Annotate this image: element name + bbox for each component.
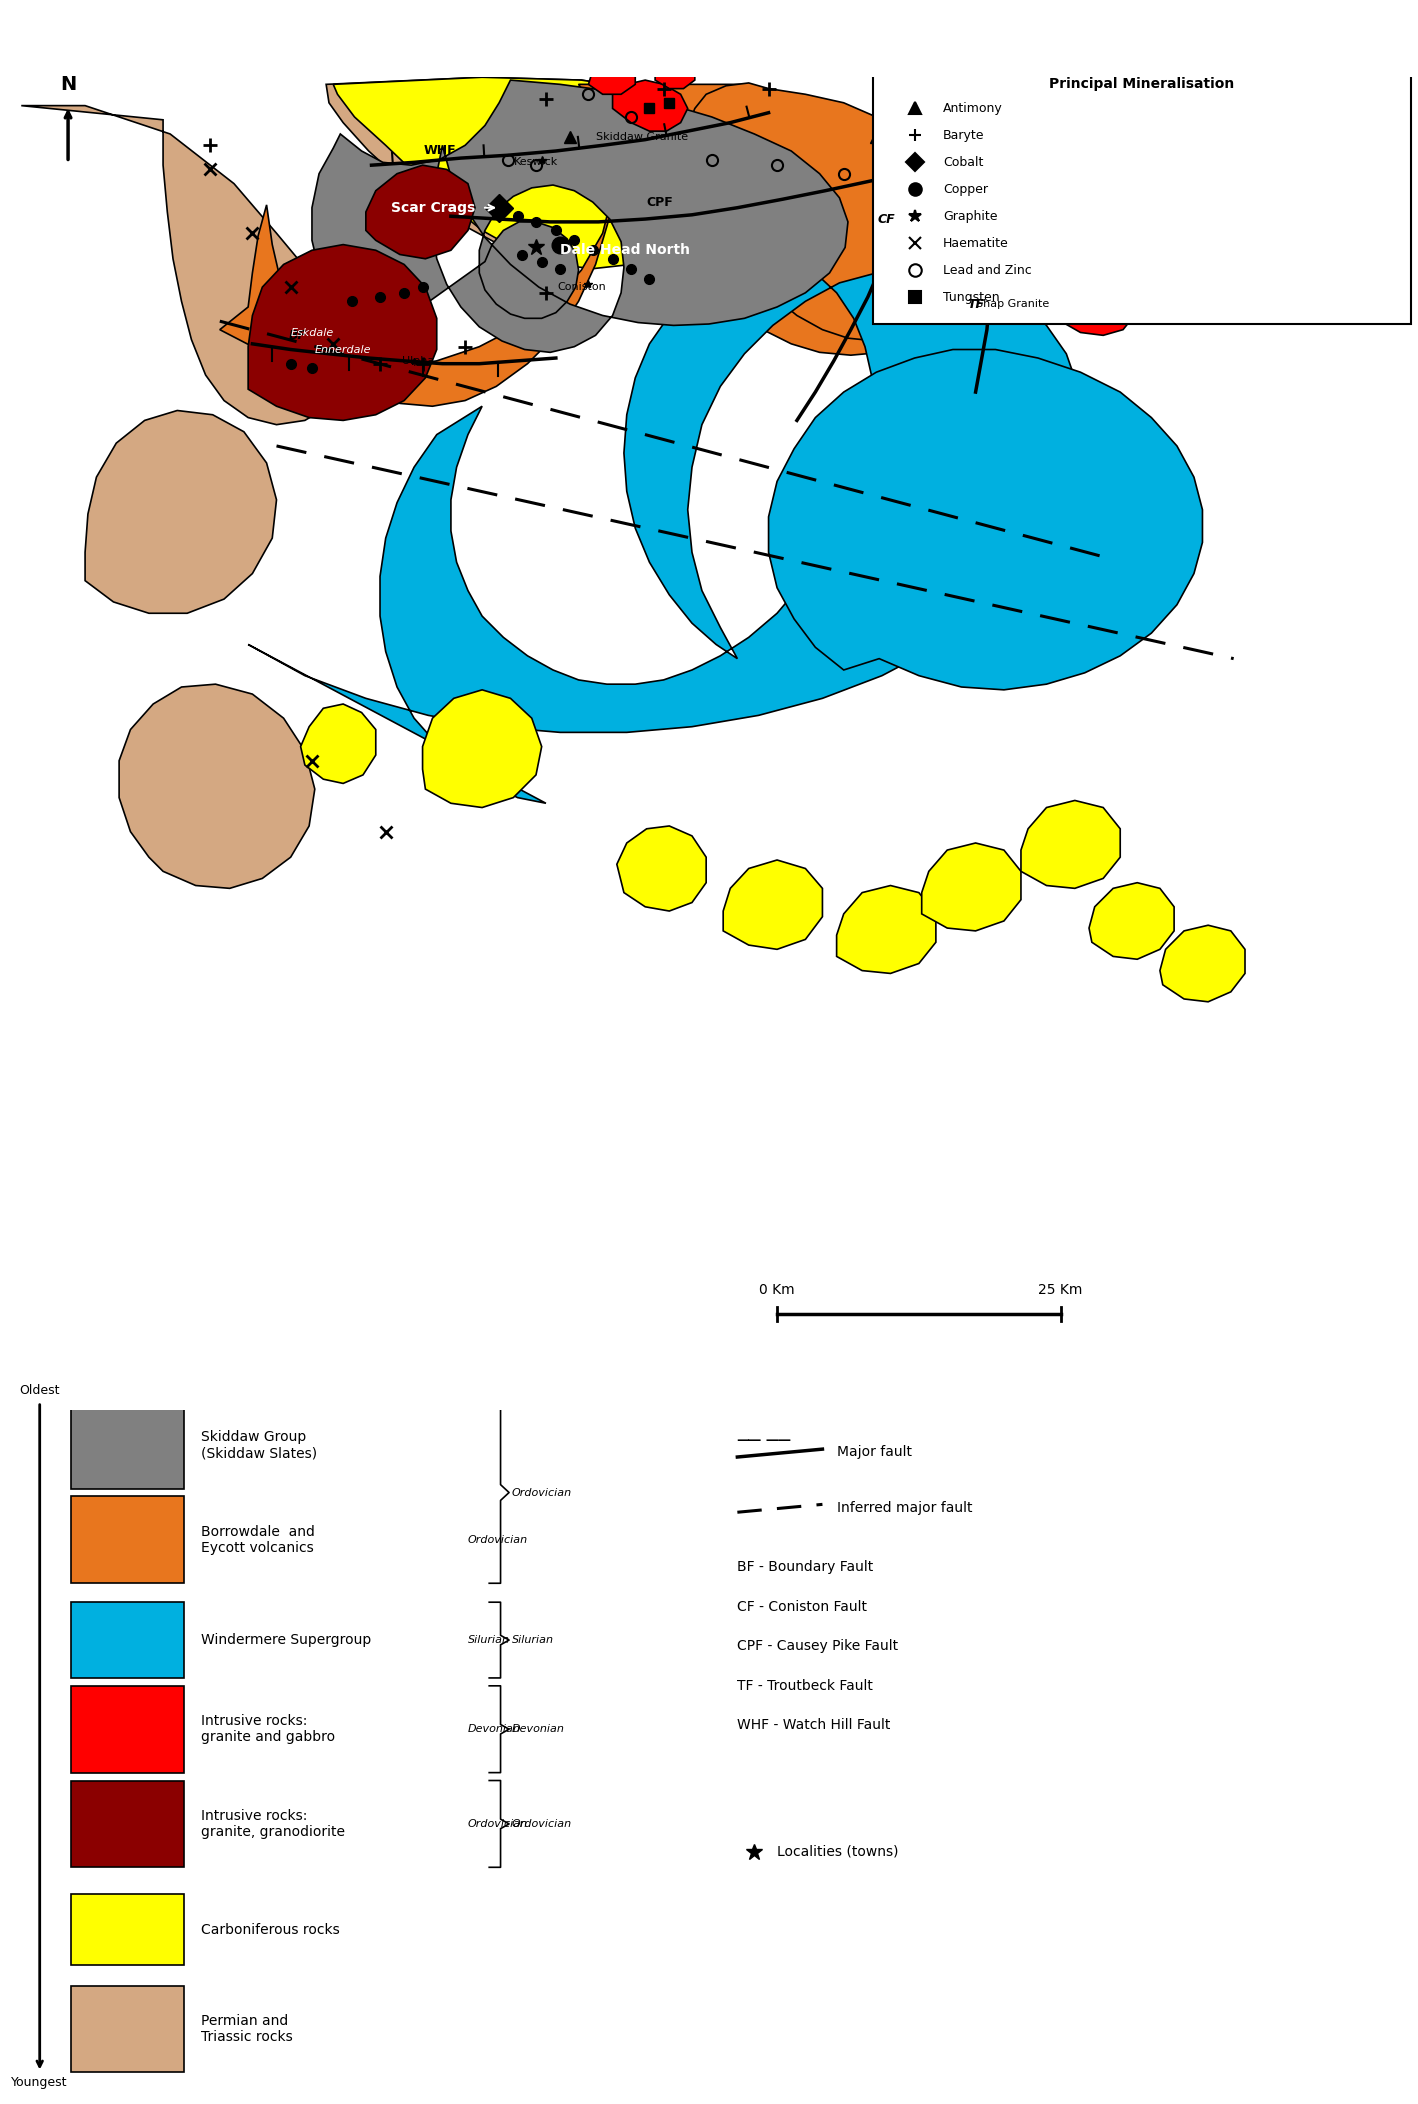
Polygon shape	[993, 78, 1290, 297]
Text: Silurian: Silurian	[468, 1635, 510, 1645]
Text: Antimony: Antimony	[943, 101, 1003, 116]
Text: Intrusive rocks:
granite and gabbro: Intrusive rocks: granite and gabbro	[201, 1715, 336, 1744]
Text: Ennerdale: Ennerdale	[315, 345, 372, 353]
Text: Permian and
Triassic rocks: Permian and Triassic rocks	[201, 2014, 294, 2045]
Polygon shape	[312, 80, 848, 351]
Text: N: N	[60, 76, 77, 95]
Bar	[71, 1780, 184, 1868]
Text: Intrusive rocks:
granite, granodiorite: Intrusive rocks: granite, granodiorite	[201, 1809, 346, 1839]
Text: Principal Mineralisation: Principal Mineralisation	[1049, 78, 1234, 90]
Polygon shape	[922, 844, 1021, 930]
Text: Windermere Supergroup: Windermere Supergroup	[201, 1633, 372, 1647]
Text: Ordovician: Ordovician	[468, 1534, 527, 1544]
Polygon shape	[655, 57, 695, 88]
Text: Silurian: Silurian	[512, 1635, 554, 1645]
Text: Skiddaw Granite: Skiddaw Granite	[596, 133, 688, 141]
Text: Baryte: Baryte	[943, 128, 984, 141]
Text: 0 Km: 0 Km	[759, 1283, 795, 1296]
Bar	[71, 1603, 184, 1679]
Text: BF - Boundary Fault: BF - Boundary Fault	[737, 1561, 873, 1574]
Text: Haematite: Haematite	[943, 236, 1008, 250]
Text: Coniston: Coniston	[557, 282, 605, 292]
Text: Eskdale: Eskdale	[291, 328, 333, 337]
Polygon shape	[683, 82, 967, 341]
Text: Copper: Copper	[943, 183, 988, 196]
Polygon shape	[1021, 800, 1120, 888]
Bar	[71, 1894, 184, 1965]
Bar	[71, 1401, 184, 1490]
Polygon shape	[333, 78, 730, 269]
Polygon shape	[21, 105, 354, 425]
Polygon shape	[1160, 926, 1245, 1002]
Polygon shape	[1000, 78, 1293, 297]
Text: Scar Crags: Scar Crags	[391, 200, 475, 215]
Bar	[71, 1986, 184, 2072]
Text: Borrowdale  and
Eycott volcanics: Borrowdale and Eycott volcanics	[201, 1525, 315, 1555]
Bar	[71, 1496, 184, 1582]
Polygon shape	[366, 166, 475, 259]
Text: Ordovician: Ordovician	[468, 1818, 527, 1828]
Text: CF: CF	[878, 213, 895, 225]
Text: Devonian: Devonian	[468, 1723, 520, 1734]
Polygon shape	[423, 690, 542, 808]
Text: Ordovician: Ordovician	[512, 1488, 571, 1498]
Text: Ulpha: Ulpha	[403, 356, 434, 366]
Polygon shape	[837, 886, 936, 974]
Text: Ordovician: Ordovician	[512, 1818, 571, 1828]
Text: CPF - Causey Pike Fault: CPF - Causey Pike Fault	[737, 1639, 899, 1654]
Polygon shape	[248, 244, 437, 421]
Text: ── ──: ── ──	[737, 1431, 791, 1452]
Text: Carboniferous rocks: Carboniferous rocks	[201, 1923, 340, 1936]
Text: Shap Granite: Shap Granite	[976, 299, 1049, 309]
FancyBboxPatch shape	[873, 69, 1411, 324]
Text: WHF: WHF	[423, 145, 457, 158]
Text: Cobalt: Cobalt	[943, 156, 983, 168]
Polygon shape	[301, 705, 376, 783]
Text: WHF - Watch Hill Fault: WHF - Watch Hill Fault	[737, 1719, 891, 1732]
Text: TF: TF	[967, 297, 984, 311]
Text: Inferred major fault: Inferred major fault	[837, 1500, 973, 1515]
Polygon shape	[617, 827, 706, 911]
Text: BF: BF	[289, 328, 306, 341]
Text: Youngest: Youngest	[11, 2075, 68, 2089]
Polygon shape	[588, 61, 635, 95]
Polygon shape	[1052, 274, 1134, 335]
Polygon shape	[220, 84, 1000, 406]
Polygon shape	[119, 684, 315, 888]
Text: Skiddaw Group
(Skiddaw Slates): Skiddaw Group (Skiddaw Slates)	[201, 1431, 318, 1460]
Text: Tungsten: Tungsten	[943, 290, 1000, 303]
Text: Localities (towns): Localities (towns)	[777, 1845, 899, 1858]
Text: Graphite: Graphite	[943, 210, 997, 223]
Text: Devonian: Devonian	[512, 1723, 564, 1734]
Text: Oldest: Oldest	[20, 1384, 60, 1397]
Polygon shape	[1089, 884, 1174, 959]
Text: Lead and Zinc: Lead and Zinc	[943, 263, 1032, 276]
Polygon shape	[248, 259, 1081, 804]
Polygon shape	[723, 861, 822, 949]
Polygon shape	[613, 80, 688, 130]
Bar	[71, 1685, 184, 1772]
Text: CPF: CPF	[647, 196, 672, 208]
Text: TF - Troutbeck Fault: TF - Troutbeck Fault	[737, 1679, 873, 1694]
Text: Major fault: Major fault	[837, 1445, 912, 1460]
Text: 25 Km: 25 Km	[1038, 1283, 1083, 1296]
Text: Dale Head North: Dale Head North	[560, 244, 691, 257]
Polygon shape	[326, 78, 720, 265]
Polygon shape	[85, 410, 277, 612]
Polygon shape	[769, 349, 1202, 690]
Text: CF - Coniston Fault: CF - Coniston Fault	[737, 1599, 868, 1614]
Text: Keswick: Keswick	[513, 158, 559, 168]
